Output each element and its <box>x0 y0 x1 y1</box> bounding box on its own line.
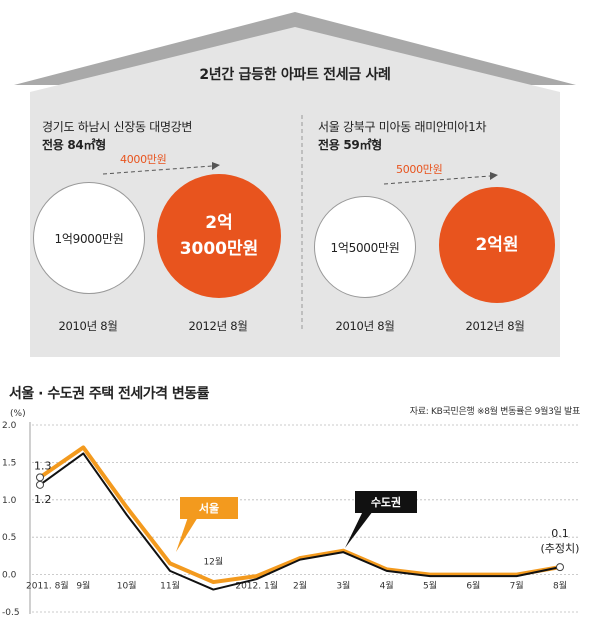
x-tick-label: 6월 <box>466 580 480 592</box>
series-line-seoul <box>38 445 561 585</box>
left-after-date: 2012년 8월 <box>188 319 248 333</box>
x-tick-label: 2011. 8월 <box>26 580 69 592</box>
data-point <box>342 550 344 552</box>
data-point <box>299 557 301 559</box>
x-tick-label: 7월 <box>510 580 524 592</box>
chart-series <box>38 445 561 591</box>
chart-title: 서울 · 수도권 주택 전세가격 변동률 <box>9 386 210 402</box>
right-size: 전용 59㎡형 <box>318 138 382 152</box>
data-point <box>212 589 214 591</box>
data-point <box>386 570 388 572</box>
x-tick-label: 2월 <box>293 580 307 592</box>
data-point <box>386 568 388 570</box>
series-line-metro <box>39 452 561 591</box>
x-tick-label: 5월 <box>423 580 437 592</box>
x-tick-label: 3월 <box>336 580 350 592</box>
x-tick-label: 2012. 1월 <box>235 580 278 592</box>
data-point <box>256 578 258 580</box>
data-point <box>126 514 128 516</box>
start-marker-seoul <box>36 473 44 482</box>
data-point <box>169 562 171 564</box>
left-after-circle: 2억 3000만원 <box>157 174 281 298</box>
left-after-value-1: 2억 <box>205 213 233 233</box>
start-label-metro: 1.2 <box>34 493 52 506</box>
right-after-value: 2억원 <box>475 235 519 255</box>
line-chart: 2.0 1.5 1.0 0.5 0.0 -0.5 (%) 2011. 8월 9월 10월 11월 1… <box>2 409 580 618</box>
left-before-circle: 1억9000만원 <box>33 182 145 294</box>
left-size: 전용 84㎡형 <box>42 138 106 152</box>
x-tick-label: 9월 <box>76 580 90 592</box>
left-address-block: 경기도 하남시 신장동 대명강변 전용 84㎡형 <box>42 118 192 154</box>
house-shape <box>14 12 576 357</box>
data-point <box>429 574 431 576</box>
data-point <box>472 574 474 576</box>
y-unit-label: (%) <box>10 409 26 419</box>
y-tick-label: 1.5 <box>2 458 16 468</box>
start-marker-metro <box>36 480 44 489</box>
data-point <box>82 446 84 448</box>
chart-annotations: 1.3 1.2 0.1 (추정치) 서울 수도권 <box>34 459 580 572</box>
end-value-label: 0.1 <box>551 527 569 540</box>
data-point <box>429 575 431 577</box>
metro-tag-pointer <box>345 511 373 548</box>
y-tick-label: 0.5 <box>2 533 16 543</box>
x-tick-label: 11월 <box>160 580 180 592</box>
data-point <box>516 575 518 577</box>
data-point <box>342 551 344 553</box>
metro-tag-box <box>355 491 417 513</box>
data-point <box>256 575 258 577</box>
left-before-value: 1억9000만원 <box>54 231 124 246</box>
end-marker <box>556 563 564 572</box>
metro-tag-label: 수도권 <box>371 496 401 509</box>
right-before-value: 1억5000만원 <box>330 240 400 255</box>
right-address-block: 서울 강북구 미아동 래미안미아1차 전용 59㎡형 <box>318 118 487 154</box>
start-label-seoul: 1.3 <box>34 459 52 472</box>
end-note-label: (추정치) <box>541 542 580 555</box>
seoul-tag-pointer <box>176 517 198 552</box>
data-point <box>169 570 171 572</box>
y-tick-label: -0.5 <box>2 608 20 618</box>
x-axis-ticks: 2011. 8월 9월 10월 11월 12월 2012. 1월 2월 3월 4월 5월 6월 7월 8… <box>26 556 567 592</box>
x-tick-label: 8월 <box>553 580 567 592</box>
chart-source: 자료: KB국민은행 ※8월 변동률은 9월3일 발표 <box>409 407 581 417</box>
house-infographic: 2년간 급등한 아파트 전세금 사례 경기도 하남시 신장동 대명강변 전용 8… <box>14 12 576 357</box>
right-before-circle: 1억5000만원 <box>314 196 416 298</box>
data-point <box>516 574 518 576</box>
data-point <box>212 581 214 583</box>
infographic-title: 2년간 급등한 아파트 전세금 사례 <box>199 67 391 83</box>
y-tick-label: 1.0 <box>2 496 17 506</box>
left-increase: 4000만원 <box>120 153 167 166</box>
right-before-date: 2010년 8월 <box>335 319 395 333</box>
right-after-date: 2012년 8월 <box>465 319 525 333</box>
seoul-tag-label: 서울 <box>199 501 219 515</box>
right-increase: 5000만원 <box>396 163 443 176</box>
data-point <box>299 559 301 561</box>
y-axis-ticks: 2.0 1.5 1.0 0.5 0.0 -0.5 (%) <box>2 409 26 618</box>
right-after-circle: 2억원 <box>439 187 555 303</box>
x-tick-label: 4월 <box>380 580 394 592</box>
left-address: 경기도 하남시 신장동 대명강변 <box>42 120 193 134</box>
data-point <box>472 575 474 577</box>
x-tick-label: 10월 <box>117 580 137 592</box>
left-before-date: 2010년 8월 <box>58 319 118 333</box>
x-tick-label: 12월 <box>203 556 223 568</box>
data-point <box>126 506 128 508</box>
data-point <box>82 452 84 454</box>
y-tick-label: 0.0 <box>2 571 17 581</box>
left-after-value-2: 3000만원 <box>179 239 259 259</box>
y-tick-label: 2.0 <box>2 421 17 431</box>
seoul-tag-box <box>180 497 238 519</box>
right-address: 서울 강북구 미아동 래미안미아1차 <box>318 120 487 134</box>
